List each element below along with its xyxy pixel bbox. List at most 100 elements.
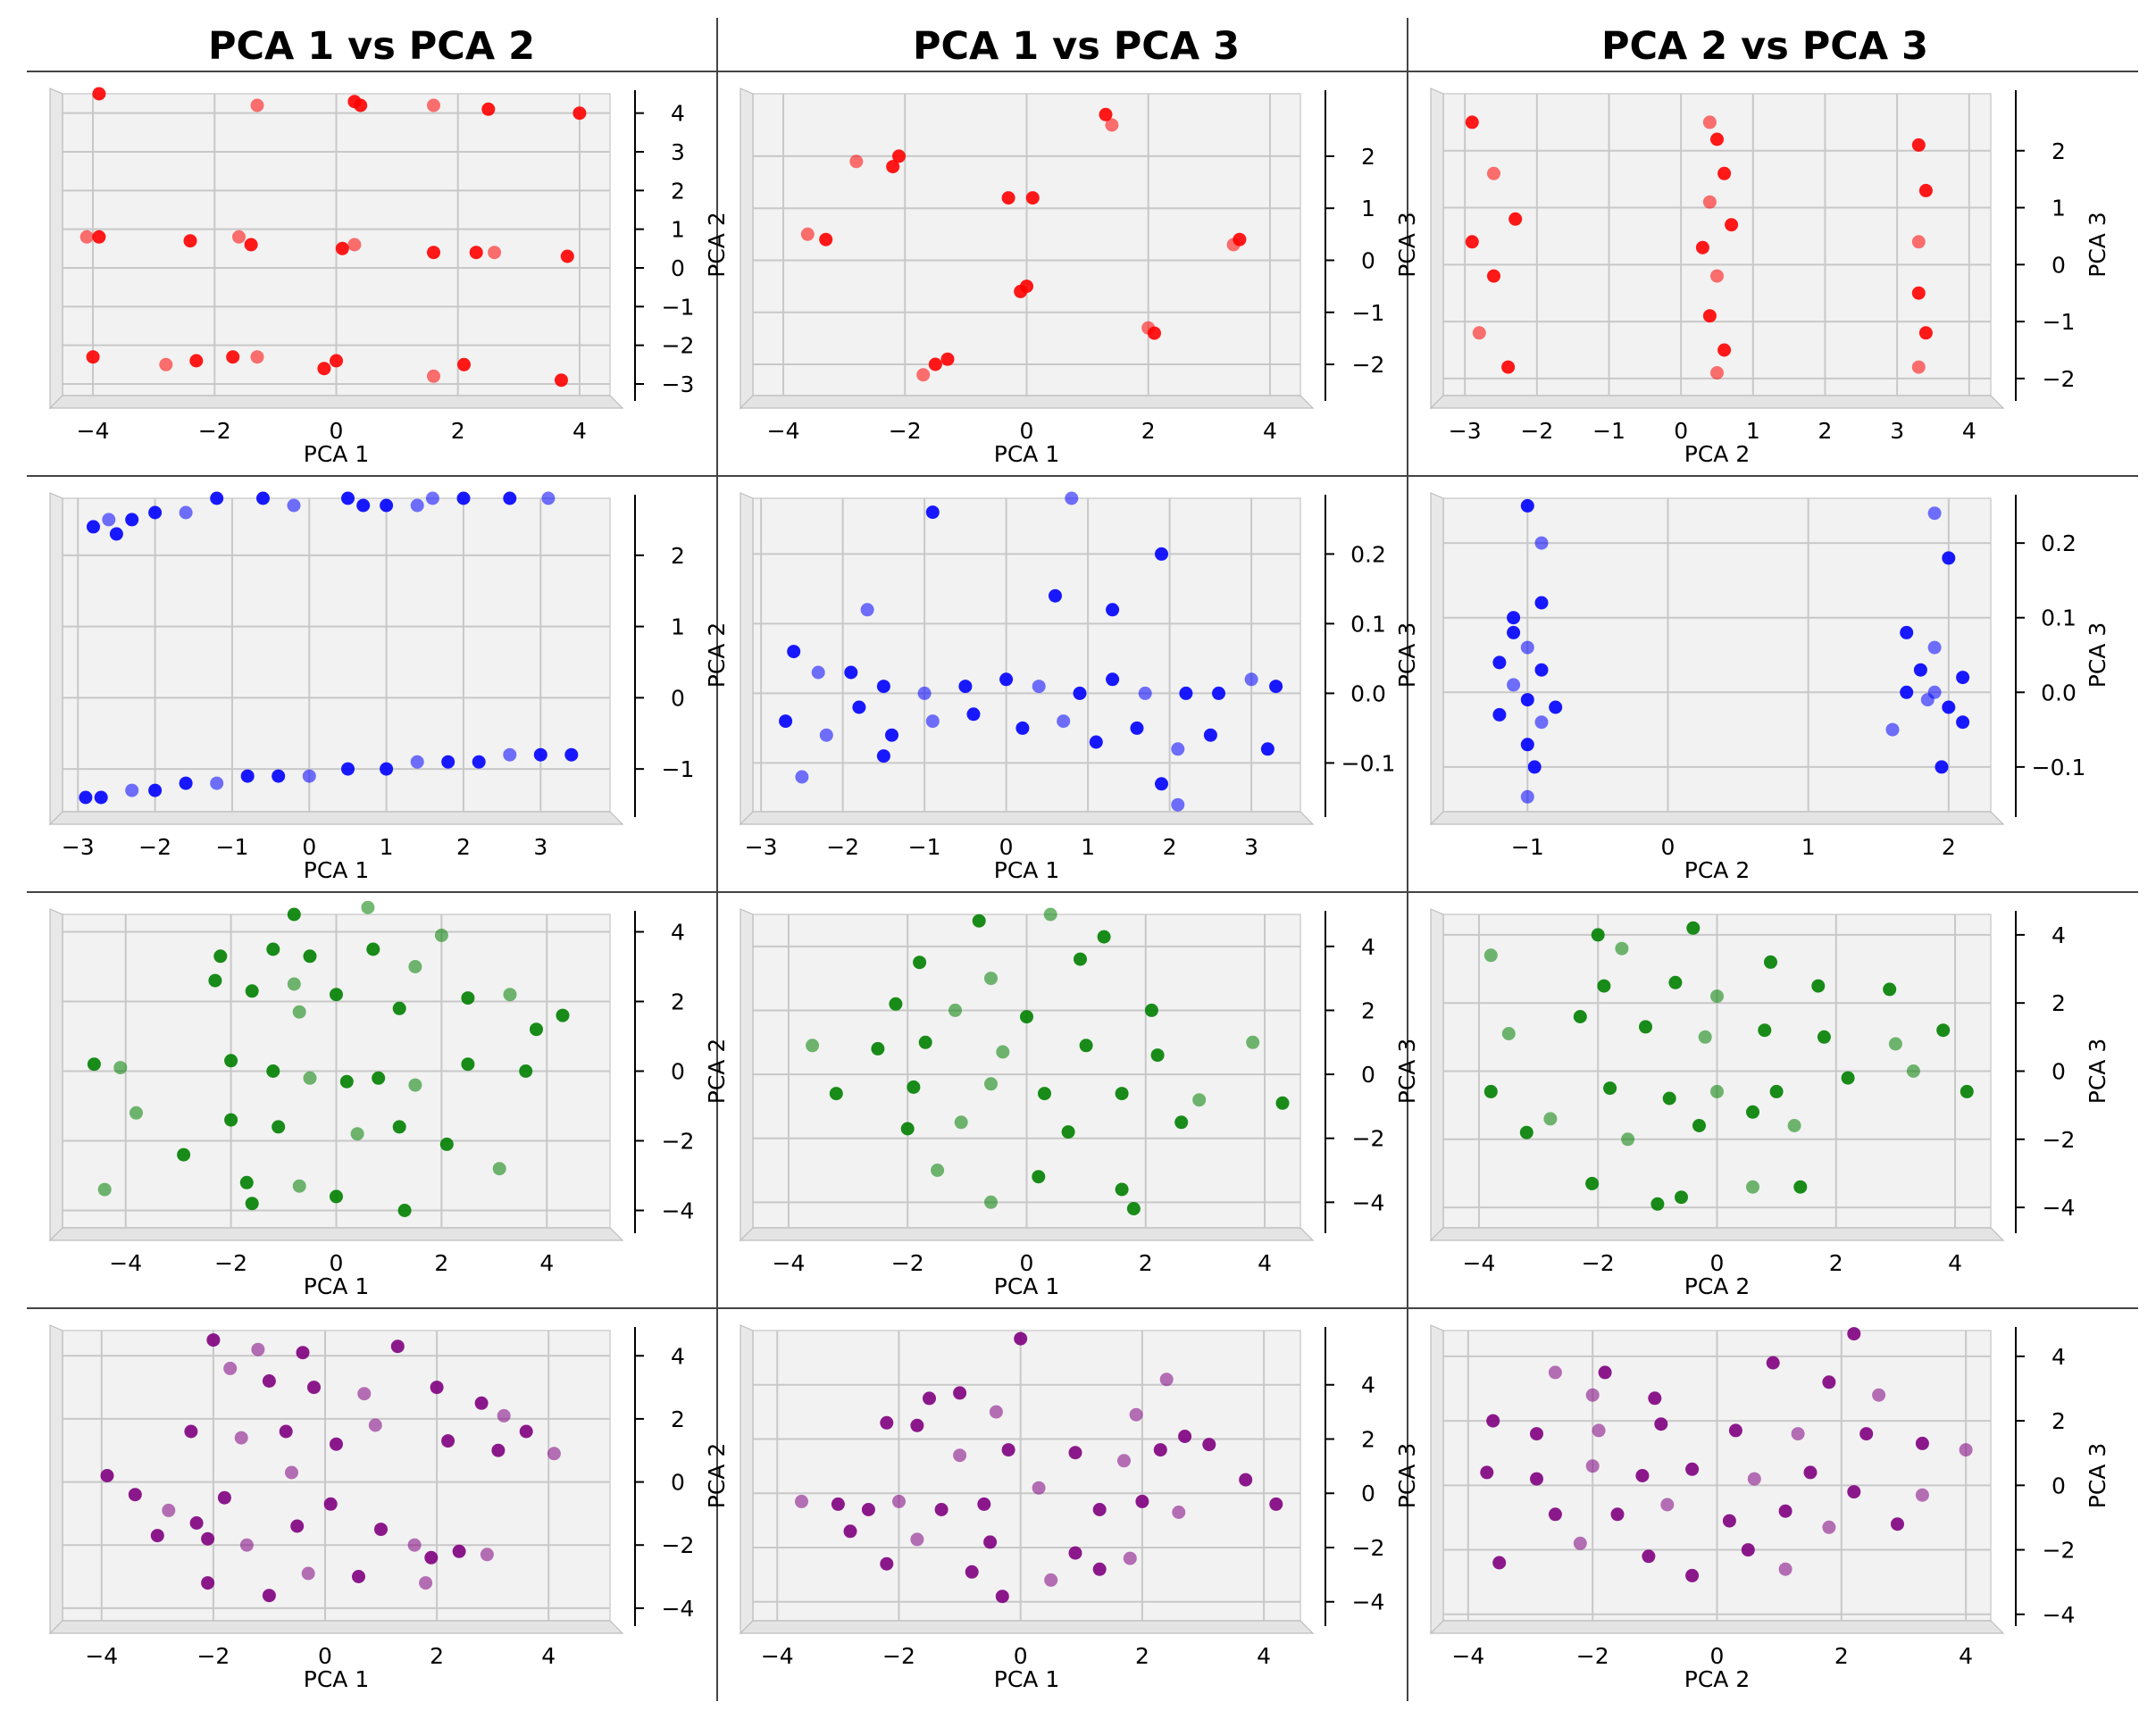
data-point <box>210 776 224 790</box>
data-point <box>1911 286 1926 300</box>
data-point <box>931 1164 945 1177</box>
data-point <box>918 1035 932 1049</box>
data-point <box>461 1057 475 1072</box>
data-point <box>795 770 809 784</box>
x-tick-label: 0 <box>330 1250 344 1276</box>
data-point <box>397 1204 412 1217</box>
data-point <box>356 498 371 513</box>
data-point <box>474 1396 489 1410</box>
data-point <box>1747 1472 1761 1486</box>
data-point <box>1001 1443 1015 1457</box>
data-point <box>79 229 94 244</box>
data-point <box>234 1431 248 1445</box>
x-tick-label: 0 <box>1710 1643 1725 1669</box>
data-point <box>210 491 224 505</box>
data-point <box>130 1106 143 1120</box>
data-point <box>1530 1427 1543 1441</box>
data-point <box>441 1434 455 1448</box>
data-point <box>102 513 116 527</box>
data-point <box>1615 941 1629 955</box>
data-point <box>287 907 301 922</box>
data-point <box>390 1339 405 1354</box>
data-point <box>272 1120 286 1134</box>
y-tick-label: 4 <box>2052 922 2066 948</box>
data-point <box>1702 115 1717 129</box>
data-point <box>410 498 424 513</box>
data-point <box>201 1576 215 1590</box>
data-point <box>184 1424 198 1439</box>
data-point <box>301 1566 315 1581</box>
y-tick-label: 0 <box>671 255 685 281</box>
data-point <box>1520 693 1534 707</box>
pane-floor <box>48 811 624 825</box>
data-point <box>1710 366 1724 380</box>
data-point <box>461 991 475 1006</box>
x-tick-label: 4 <box>1959 1643 1973 1669</box>
panel-green-1: 4 2 0 −2 −4 −4 −2 0 2 4 PCA 1 PCA 2 <box>48 900 730 1299</box>
data-point <box>819 728 833 742</box>
panel-red-1: 4 3 2 1 0 −1 −2 −3 −4 −2 0 2 4 PCA 1 PCA 2 <box>48 87 730 467</box>
data-point <box>1487 269 1500 283</box>
data-point <box>292 1005 306 1019</box>
data-point <box>1573 1010 1587 1023</box>
data-point <box>341 762 355 776</box>
data-point <box>1817 1030 1831 1044</box>
data-point <box>1171 742 1185 756</box>
data-point <box>1956 671 1970 685</box>
data-point <box>800 227 815 241</box>
data-point <box>1911 235 1926 249</box>
data-point <box>892 149 906 163</box>
data-point <box>1927 506 1942 521</box>
x-tick-label: −4 <box>1463 1250 1496 1276</box>
data-point <box>335 241 349 255</box>
data-point <box>87 1057 101 1072</box>
data-point <box>285 1465 298 1480</box>
data-point <box>984 1077 998 1091</box>
y-tick-label: −4 <box>2043 1195 2076 1221</box>
data-point <box>1960 1084 1974 1098</box>
x-axis-label: PCA 1 <box>994 441 1060 467</box>
data-point <box>1585 1176 1600 1190</box>
y-tick-label: −2 <box>662 333 695 359</box>
data-point <box>1068 1546 1082 1560</box>
data-point <box>1872 1388 1886 1402</box>
data-point <box>910 1418 924 1432</box>
data-point <box>1927 640 1942 655</box>
x-tick-label: −2 <box>214 1250 247 1276</box>
data-point <box>232 229 246 244</box>
data-point <box>1918 183 1933 197</box>
data-point <box>94 790 108 805</box>
data-point <box>125 513 139 527</box>
y-tick-label: −1 <box>662 294 695 320</box>
x-tick-label: 4 <box>539 1250 554 1276</box>
data-point <box>1534 715 1549 730</box>
data-point <box>972 914 986 928</box>
pane-back <box>62 497 611 813</box>
data-point <box>392 1001 406 1015</box>
data-point <box>1654 1417 1668 1431</box>
data-point <box>1507 611 1521 625</box>
x-axis-label: PCA 1 <box>304 1273 370 1299</box>
panel-purple-2: 4 2 0 −2 −4 −4 −2 0 2 4 PCA 1 PCA 3 <box>739 1324 1420 1692</box>
data-point <box>109 527 123 541</box>
data-point <box>831 1497 845 1511</box>
data-point <box>996 1045 1010 1059</box>
data-point <box>1717 343 1732 357</box>
x-axis-label: PCA 1 <box>304 1666 370 1692</box>
y-tick-label: 2 <box>671 178 685 204</box>
data-point <box>350 1127 364 1141</box>
data-point <box>497 1408 511 1423</box>
data-point <box>880 1415 894 1430</box>
data-point <box>1935 760 1949 774</box>
data-point <box>354 98 368 113</box>
y-tick-label: −2 <box>662 1129 695 1155</box>
data-point <box>1650 1197 1665 1211</box>
x-axis-label: PCA 1 <box>994 1666 1060 1692</box>
data-point <box>1226 238 1241 252</box>
x-tick-label: −4 <box>1451 1643 1484 1669</box>
pane-side <box>740 492 754 826</box>
data-point <box>829 1087 843 1101</box>
data-point <box>1106 672 1120 687</box>
data-point <box>1269 1497 1283 1511</box>
data-point <box>262 1589 276 1603</box>
